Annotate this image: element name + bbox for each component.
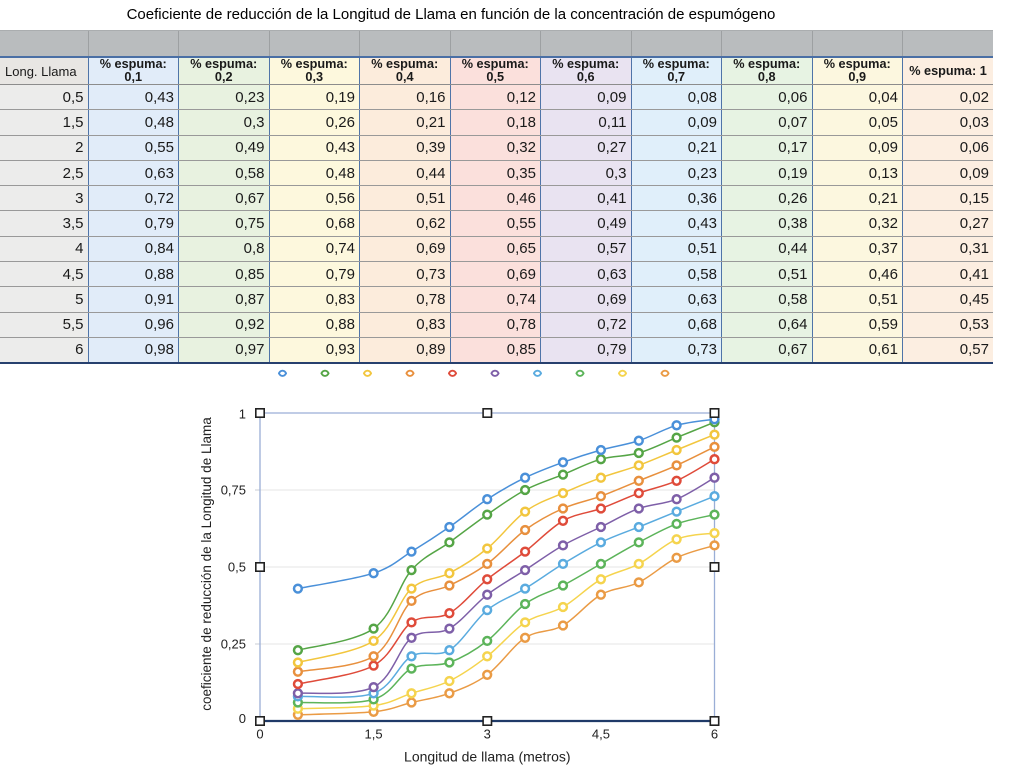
svg-text:0: 0 <box>256 726 263 741</box>
svg-text:0: 0 <box>239 711 246 726</box>
svg-text:0,75: 0,75 <box>221 483 246 498</box>
svg-text:Longitud de llama (metros): Longitud de llama (metros) <box>404 749 571 765</box>
svg-text:1: 1 <box>239 406 246 421</box>
svg-text:0,25: 0,25 <box>221 637 246 652</box>
svg-text:0,5: 0,5 <box>228 560 246 575</box>
svg-text:coeficiente de reducción de la: coeficiente de reducción de la Longitud … <box>199 417 214 711</box>
svg-text:6: 6 <box>711 726 718 741</box>
svg-text:1,5: 1,5 <box>365 726 383 741</box>
svg-text:4,5: 4,5 <box>592 726 610 741</box>
svg-text:3: 3 <box>484 726 491 741</box>
